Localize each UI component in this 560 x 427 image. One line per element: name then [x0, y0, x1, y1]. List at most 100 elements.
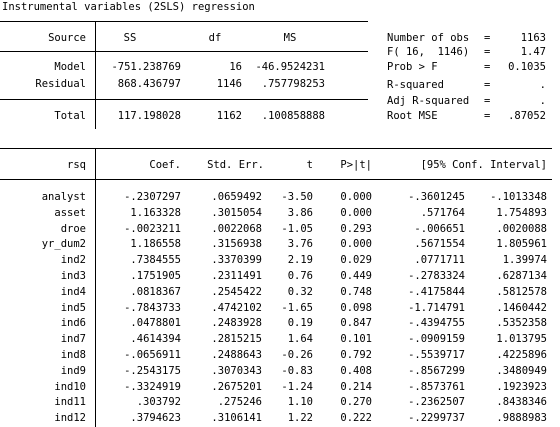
anova-row-ss: 868.436797 [117, 78, 181, 90]
coef-row-se: .2545422 [211, 286, 262, 298]
coef-row-se: .3015054 [211, 207, 262, 219]
coef-row-ci-low: -.5539717 [408, 349, 465, 361]
coef-row-ci-low: -.8573761 [408, 381, 465, 393]
coef-row-t: -3.50 [281, 191, 313, 203]
coef-row-se: .2311491 [211, 270, 262, 282]
coef-row-ci-high: -.1013348 [490, 191, 547, 203]
stat-label: Prob > F [387, 61, 438, 73]
coef-row-ci-low: .0771711 [414, 254, 465, 266]
coef-row-var: ind7 [60, 333, 86, 345]
stat-label: Root MSE [387, 110, 438, 122]
anova-header-ss: SS [123, 32, 137, 44]
coef-row-p: 0.098 [340, 302, 372, 314]
coef-header-var: rsq [67, 159, 86, 171]
regression-title: Instrumental variables (2SLS) regression [2, 1, 255, 13]
coef-row-ci-low: -1.714791 [408, 302, 465, 314]
anova-header-source: Source [48, 32, 86, 44]
stat-value: 1163 [520, 32, 546, 44]
coef-row-p: 0.101 [340, 333, 372, 345]
stat-equals: = [484, 95, 491, 107]
coef-row-coef: -.3324919 [124, 381, 181, 393]
coef-row-var: ind2 [60, 254, 86, 266]
coef-row-ci-low: -.006651 [414, 223, 465, 235]
coef-row-t: -0.83 [281, 365, 313, 377]
coef-divider [95, 148, 96, 427]
coef-row-var: ind3 [60, 270, 86, 282]
coef-row-p: 0.293 [340, 223, 372, 235]
coef-row-se: .3156938 [211, 238, 262, 250]
coef-row-ci-low: -.0909159 [408, 333, 465, 345]
coef-row-var: asset [54, 207, 86, 219]
coef-row-var: ind11 [54, 396, 86, 408]
coef-row-se: .3070343 [211, 365, 262, 377]
coef-row-ci-high: 1.013795 [496, 333, 547, 345]
coef-row-t: 3.76 [287, 238, 313, 250]
coef-row-t: 1.64 [287, 333, 313, 345]
coef-row-ci-low: -.3601245 [408, 191, 465, 203]
coef-row-ci-high: .1923923 [496, 381, 547, 393]
coef-row-ci-low: .571764 [420, 207, 465, 219]
anova-total-df: 1162 [216, 110, 242, 122]
coef-row-p: 0.029 [340, 254, 372, 266]
coef-row-coef: .3794623 [130, 412, 181, 424]
coef-row-ci-high: .5352358 [496, 317, 547, 329]
coef-row-ci-high: .8438346 [496, 396, 547, 408]
anova-total-source: Total [54, 110, 86, 122]
coef-row-t: -1.65 [281, 302, 313, 314]
coef-row-ci-high: .1460442 [496, 302, 547, 314]
coef-row-ci-low: -.2299737 [408, 412, 465, 424]
anova-row-ss: -751.238769 [111, 61, 181, 73]
coef-row-var: ind12 [54, 412, 86, 424]
coef-row-coef: -.0656911 [124, 349, 181, 361]
coef-row-var: yr_dum2 [41, 238, 86, 250]
anova-row-df: 1146 [216, 78, 242, 90]
coef-row-p: 0.408 [340, 365, 372, 377]
coef-header-t: t [306, 159, 313, 171]
coef-row-se: .0659492 [211, 191, 262, 203]
anova-row-source: Residual [35, 78, 86, 90]
stat-label: Number of obs [387, 32, 470, 44]
coef-row-t: 1.22 [287, 412, 313, 424]
coef-row-se: .2488643 [211, 349, 262, 361]
coef-row-ci-high: .9888983 [496, 412, 547, 424]
coef-row-se: .2483928 [211, 317, 262, 329]
coef-row-coef: -.2543175 [124, 365, 181, 377]
coef-row-var: droe [60, 223, 86, 235]
coef-row-var: ind10 [54, 381, 86, 393]
coef-row-ci-high: .6287134 [496, 270, 547, 282]
coef-row-ci-high: .4225896 [496, 349, 547, 361]
coef-row-p: 0.000 [340, 191, 372, 203]
stat-label: Adj R-squared [387, 95, 470, 107]
coef-row-coef: .0478801 [130, 317, 181, 329]
coef-top-rule [0, 148, 552, 149]
coef-row-p: 0.214 [340, 381, 372, 393]
stat-value: .87052 [508, 110, 546, 122]
coef-row-coef: .7384555 [130, 254, 181, 266]
anova-row-df: 16 [229, 61, 242, 73]
anova-top-rule [0, 21, 368, 22]
coef-row-ci-high: .5812578 [496, 286, 547, 298]
coef-row-coef: .303792 [136, 396, 181, 408]
coef-header-rule [0, 179, 552, 180]
coef-row-p: 0.449 [340, 270, 372, 282]
coef-row-t: 0.32 [287, 286, 313, 298]
coef-row-t: -1.24 [281, 381, 313, 393]
coef-header-coef: Coef. [149, 159, 181, 171]
anova-total-ss: 117.198028 [117, 110, 181, 122]
coef-row-se: .2815215 [211, 333, 262, 345]
stat-equals: = [484, 32, 491, 44]
coef-row-coef: 1.163328 [130, 207, 181, 219]
coef-header-ci: [95% Conf. Interval] [420, 159, 547, 171]
coef-row-coef: .4614394 [130, 333, 181, 345]
coef-row-se: .3106141 [211, 412, 262, 424]
anova-row-source: Model [54, 61, 86, 73]
coef-header-se: Std. Err. [207, 159, 264, 171]
coef-row-coef: 1.186558 [130, 238, 181, 250]
coef-row-t: 3.86 [287, 207, 313, 219]
coef-row-ci-high: 1.805961 [496, 238, 547, 250]
coef-row-coef: -.0023211 [124, 223, 181, 235]
coef-row-p: 0.222 [340, 412, 372, 424]
stat-value: . [539, 79, 546, 91]
coef-row-ci-low: -.2362507 [408, 396, 465, 408]
stat-equals: = [484, 110, 491, 122]
